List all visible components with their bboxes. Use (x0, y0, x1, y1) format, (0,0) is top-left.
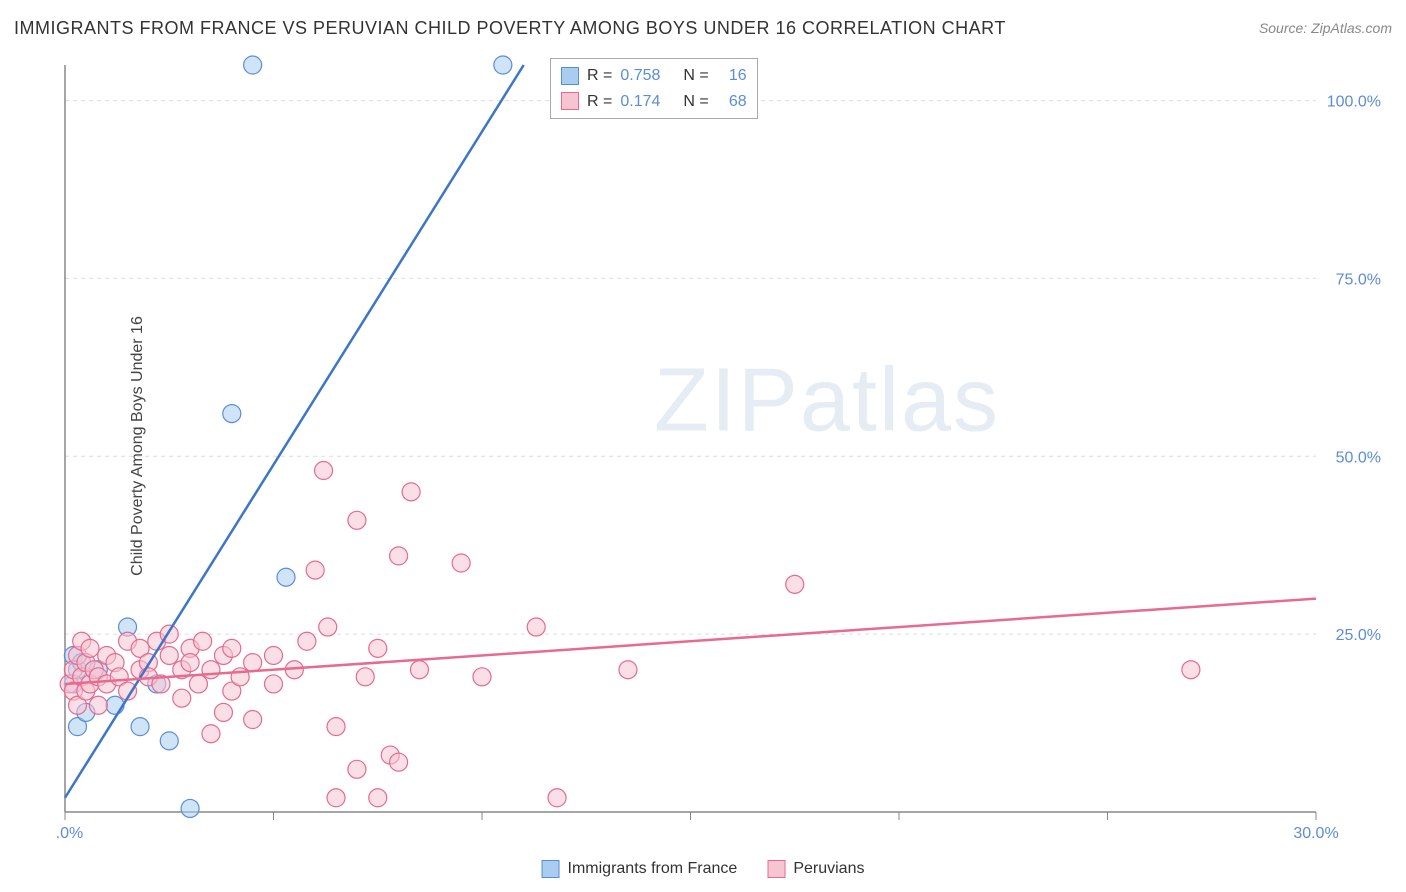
legend-swatch (767, 860, 785, 878)
legend-r-label: R = (587, 63, 612, 89)
legend-swatch (561, 67, 579, 85)
series-legend-label: Peruvians (793, 860, 864, 878)
series-legend-label: Immigrants from France (568, 860, 738, 878)
series-legend: Immigrants from France Peruvians (542, 860, 865, 878)
legend-n-value: 16 (717, 63, 747, 89)
legend-swatch (542, 860, 560, 878)
scatter-plot: 25.0% 50.0% 75.0% 100.0% 0.0% 30.0% (55, 55, 1386, 842)
correlation-legend: R = 0.758 N = 16 R = 0.174 N = 68 (550, 58, 758, 119)
legend-n-value: 68 (717, 89, 747, 115)
legend-r-label: R = (587, 89, 612, 115)
svg-text:50.0%: 50.0% (1336, 449, 1381, 466)
svg-text:75.0%: 75.0% (1336, 271, 1381, 288)
svg-text:30.0%: 30.0% (1293, 825, 1338, 842)
legend-swatch (561, 92, 579, 110)
svg-text:0.0%: 0.0% (55, 825, 83, 842)
legend-r-value: 0.758 (620, 63, 675, 89)
chart-title: IMMIGRANTS FROM FRANCE VS PERUVIAN CHILD… (14, 18, 1006, 39)
svg-text:25.0%: 25.0% (1336, 627, 1381, 644)
chart-area: ZIPatlas 25.0%50.0%75.0%100.0%0.0%30.0% (55, 55, 1386, 842)
legend-r-value: 0.174 (620, 89, 675, 115)
legend-row: R = 0.758 N = 16 (561, 63, 747, 89)
legend-n-label: N = (683, 89, 708, 115)
legend-n-label: N = (683, 63, 708, 89)
legend-row: R = 0.174 N = 68 (561, 89, 747, 115)
source-label: Source: ZipAtlas.com (1259, 20, 1392, 36)
svg-text:100.0%: 100.0% (1327, 94, 1381, 111)
series-legend-item: Immigrants from France (542, 860, 738, 878)
series-legend-item: Peruvians (767, 860, 864, 878)
